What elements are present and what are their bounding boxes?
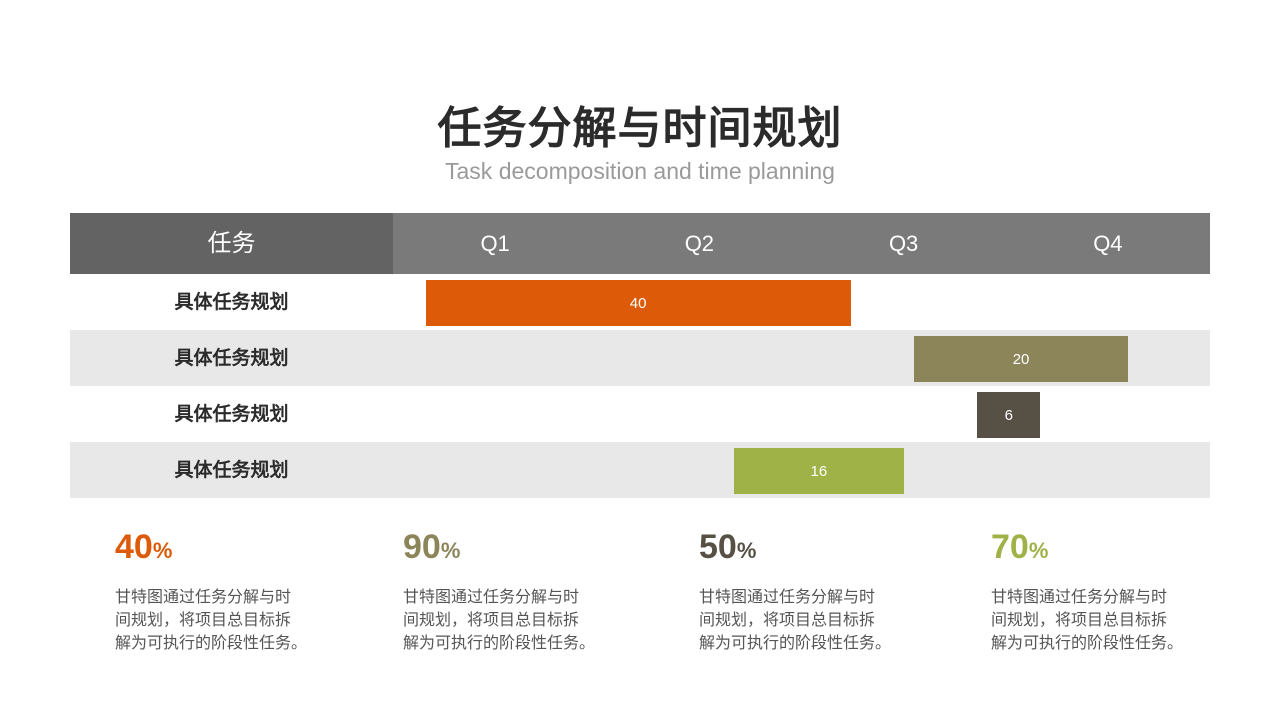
- stat-unit: %: [736, 538, 757, 563]
- gantt-chart: 任务 Q1 Q2 Q3 Q4 具体任务规划 40 具体任务规划 20 具体任务规…: [70, 213, 1210, 500]
- header-quarter-q1: Q1: [480, 231, 510, 256]
- stat-desc-line: 甘特图通过任务分解与时: [115, 587, 292, 606]
- task-row: 具体任务规划 16: [70, 442, 1210, 498]
- stat-description: 甘特图通过任务分解与时 间规划，将项目总目标拆 解为可执行的阶段性任务。: [699, 585, 899, 654]
- header-quarter-q4: Q4: [1093, 231, 1123, 256]
- task-bar: 6: [977, 392, 1041, 438]
- stat-description: 甘特图通过任务分解与时 间规划，将项目总目标拆 解为可执行的阶段性任务。: [403, 585, 603, 654]
- stat-block: 70% 甘特图通过任务分解与时 间规划，将项目总目标拆 解为可执行的阶段性任务。: [991, 525, 1221, 654]
- stat-unit: %: [440, 538, 461, 563]
- stat-desc-line: 解为可执行的阶段性任务。: [991, 633, 1184, 652]
- task-label: 具体任务规划: [174, 459, 289, 481]
- stat-desc-line: 间规划，将项目总目标拆: [699, 610, 876, 629]
- bar-value-label: 6: [1004, 406, 1013, 424]
- stat-desc-line: 解为可执行的阶段性任务。: [699, 633, 892, 652]
- stat-number: 40: [115, 528, 153, 566]
- stat-desc-line: 间规划，将项目总目标拆: [115, 610, 292, 629]
- stat-desc-line: 间规划，将项目总目标拆: [991, 610, 1168, 629]
- stat-desc-line: 解为可执行的阶段性任务。: [403, 633, 596, 652]
- stat-number: 70: [991, 528, 1029, 566]
- stat-description: 甘特图通过任务分解与时 间规划，将项目总目标拆 解为可执行的阶段性任务。: [115, 585, 315, 654]
- stat-value: 90%: [403, 525, 633, 573]
- bar-value-label: 20: [1012, 350, 1030, 368]
- bar-value-label: 40: [629, 294, 647, 312]
- stat-desc-line: 解为可执行的阶段性任务。: [115, 633, 308, 652]
- stat-block: 50% 甘特图通过任务分解与时 间规划，将项目总目标拆 解为可执行的阶段性任务。: [699, 525, 929, 654]
- page-title: 任务分解与时间规划: [437, 103, 843, 154]
- stat-desc-line: 甘特图通过任务分解与时: [699, 587, 876, 606]
- header-quarter-q2: Q2: [684, 231, 715, 256]
- stat-number: 90: [403, 528, 441, 566]
- page-subtitle: Task decomposition and time planning: [445, 158, 835, 184]
- header-task-label: 任务: [70, 213, 393, 274]
- stat-block: 40% 甘特图通过任务分解与时 间规划，将项目总目标拆 解为可执行的阶段性任务。: [115, 525, 345, 654]
- stat-desc-line: 间规划，将项目总目标拆: [403, 610, 580, 629]
- stat-unit: %: [1028, 538, 1049, 563]
- task-row: 具体任务规划 6: [70, 386, 1210, 442]
- task-label: 具体任务规划: [174, 347, 289, 369]
- gantt-header: 任务 Q1 Q2 Q3 Q4: [70, 213, 1210, 274]
- stat-desc-line: 甘特图通过任务分解与时: [991, 587, 1168, 606]
- bar-value-label: 16: [810, 462, 828, 480]
- task-bar: 40: [425, 280, 851, 326]
- task-row: 具体任务规划 40: [70, 274, 1210, 330]
- stat-number: 50: [699, 528, 737, 566]
- stat-value: 40%: [115, 525, 345, 573]
- stat-description: 甘特图通过任务分解与时 间规划，将项目总目标拆 解为可执行的阶段性任务。: [991, 585, 1191, 654]
- stat-unit: %: [152, 538, 173, 563]
- task-label: 具体任务规划: [174, 403, 289, 425]
- header-quarter-q3: Q3: [888, 231, 919, 256]
- task-bar: 16: [734, 448, 904, 494]
- task-row: 具体任务规划 20: [70, 330, 1210, 386]
- stat-block: 90% 甘特图通过任务分解与时 间规划，将项目总目标拆 解为可执行的阶段性任务。: [403, 525, 633, 654]
- stat-value: 50%: [699, 525, 929, 573]
- task-label: 具体任务规划: [174, 291, 289, 313]
- stat-desc-line: 甘特图通过任务分解与时: [403, 587, 580, 606]
- task-bar: 20: [913, 336, 1129, 382]
- stat-value: 70%: [991, 525, 1221, 573]
